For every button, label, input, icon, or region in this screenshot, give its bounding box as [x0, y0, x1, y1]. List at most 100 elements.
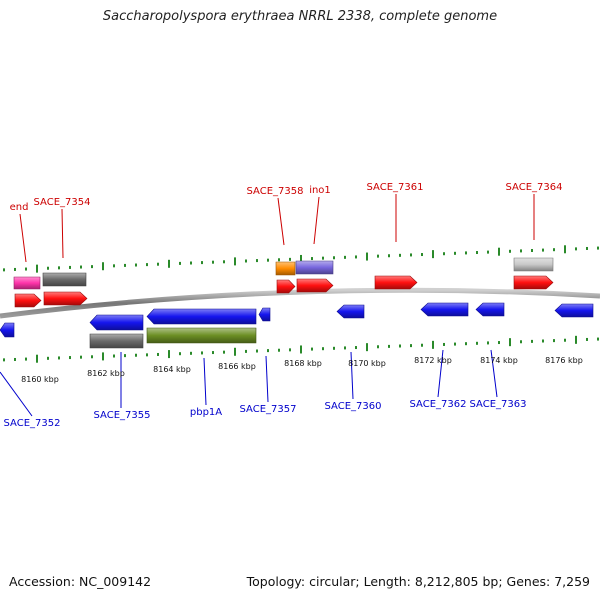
gene-end-feature[interactable] — [13, 276, 41, 290]
scale-tick — [289, 348, 291, 352]
scale-label: 8164 kbp — [153, 365, 191, 374]
scale-tick — [377, 254, 379, 258]
scale-tick — [322, 347, 324, 351]
gene-sace-7357-feature[interactable] — [258, 307, 271, 322]
scale-tick — [465, 251, 467, 255]
gene-label-sace-7361[interactable]: SACE_7361 — [367, 182, 424, 193]
gene-label-end[interactable]: end — [10, 202, 29, 213]
label-leader — [277, 197, 285, 246]
gene-label-sace-7362[interactable]: SACE_7362 — [410, 399, 467, 410]
scale-tick — [58, 356, 60, 360]
scale-tick — [146, 353, 148, 357]
gene-sace-7355-feature[interactable] — [89, 333, 144, 349]
scale-tick — [465, 342, 467, 346]
scale-tick — [25, 357, 27, 361]
scale-tick — [256, 349, 258, 353]
gene-label-ino1[interactable]: ino1 — [309, 185, 331, 196]
scale-tick — [553, 339, 555, 343]
gene-feature[interactable] — [14, 293, 42, 308]
scale-tick — [421, 253, 423, 257]
gene-sace-7358-feature[interactable] — [275, 261, 296, 276]
scale-tick — [498, 341, 500, 345]
scale-tick — [69, 265, 71, 269]
scale-tick — [531, 248, 533, 252]
gene-label-sace-7363[interactable]: SACE_7363 — [470, 399, 527, 410]
scale-tick — [388, 254, 390, 258]
scale-tick — [520, 340, 522, 344]
gene-ino1-feature[interactable] — [295, 260, 334, 275]
scale-tick — [443, 252, 445, 256]
gene-sace-7362-feature[interactable] — [420, 302, 469, 317]
scale-tick — [47, 266, 49, 270]
scale-tick — [234, 347, 236, 356]
scale-tick — [410, 344, 412, 348]
gene-sace-7352-feature[interactable] — [0, 322, 15, 338]
scale-tick — [3, 268, 5, 272]
scale-tick — [399, 344, 401, 348]
scale-tick — [586, 337, 588, 341]
scale-tick — [113, 354, 115, 358]
scale-tick — [421, 343, 423, 347]
scale-tick — [454, 342, 456, 346]
scale-tick — [179, 261, 181, 265]
gene-feature[interactable] — [89, 314, 144, 331]
scale-tick — [586, 246, 588, 250]
gene-label-sace-7360[interactable]: SACE_7360 — [325, 401, 382, 412]
scale-label: 8168 kbp — [284, 359, 322, 368]
scale-tick — [223, 350, 225, 354]
scale-tick — [234, 257, 236, 266]
scale-tick — [333, 256, 335, 260]
gene-feature[interactable] — [554, 303, 594, 318]
gene-feature[interactable] — [43, 291, 88, 306]
scale-tick — [410, 253, 412, 257]
gene-sace-7354-feature[interactable] — [42, 272, 87, 287]
scale-label: 8170 kbp — [348, 359, 386, 368]
gene-label-sace-7354[interactable]: SACE_7354 — [34, 197, 91, 208]
label-leader — [203, 357, 207, 406]
gene-feature[interactable] — [513, 275, 554, 290]
gene-label-sace-7352[interactable]: SACE_7352 — [4, 418, 61, 429]
scale-label: 8172 kbp — [414, 356, 452, 365]
scale-tick — [80, 265, 82, 269]
scale-tick — [553, 248, 555, 252]
scale-tick — [542, 248, 544, 252]
gene-sace-7360-feature[interactable] — [336, 304, 365, 319]
scale-label: 8174 kbp — [480, 356, 518, 365]
gene-label-pbp1a[interactable]: pbp1A — [190, 407, 222, 418]
genome-summary: Topology: circular; Length: 8,212,805 bp… — [246, 574, 590, 589]
scale-tick — [333, 346, 335, 350]
scale-tick — [14, 267, 16, 271]
gene-feature[interactable] — [276, 279, 296, 294]
scale-tick — [201, 261, 203, 265]
scale-tick — [355, 255, 357, 259]
scale-tick — [311, 347, 313, 351]
gene-label-sace-7355[interactable]: SACE_7355 — [94, 410, 151, 421]
scale-tick — [267, 349, 269, 353]
gene-feature[interactable] — [146, 308, 257, 325]
genome-backbone — [0, 287, 600, 319]
gene-sace-7361-feature[interactable] — [374, 275, 418, 290]
scale-tick — [355, 346, 357, 350]
scale-tick — [157, 262, 159, 266]
scale-tick — [201, 351, 203, 355]
gene-label-sace-7357[interactable]: SACE_7357 — [240, 404, 297, 415]
gene-label-sace-7364[interactable]: SACE_7364 — [506, 182, 563, 193]
scale-tick — [36, 354, 38, 363]
gene-pbp1a-feature[interactable] — [146, 327, 257, 344]
gene-sace-7364-feature[interactable] — [513, 257, 554, 272]
scale-tick — [223, 260, 225, 264]
scale-tick — [190, 261, 192, 265]
scale-label: 8176 kbp — [545, 356, 583, 365]
scale-tick — [300, 345, 302, 354]
scale-tick — [311, 257, 313, 261]
scale-label: 8166 kbp — [218, 362, 256, 371]
scale-tick — [531, 339, 533, 343]
gene-label-sace-7358[interactable]: SACE_7358 — [247, 186, 304, 197]
label-leader — [350, 351, 354, 400]
scale-tick — [399, 253, 401, 257]
gene-feature[interactable] — [296, 278, 334, 293]
gene-sace-7363-feature[interactable] — [475, 302, 505, 317]
scale-tick — [388, 344, 390, 348]
scale-tick — [245, 349, 247, 353]
scale-tick — [47, 356, 49, 360]
